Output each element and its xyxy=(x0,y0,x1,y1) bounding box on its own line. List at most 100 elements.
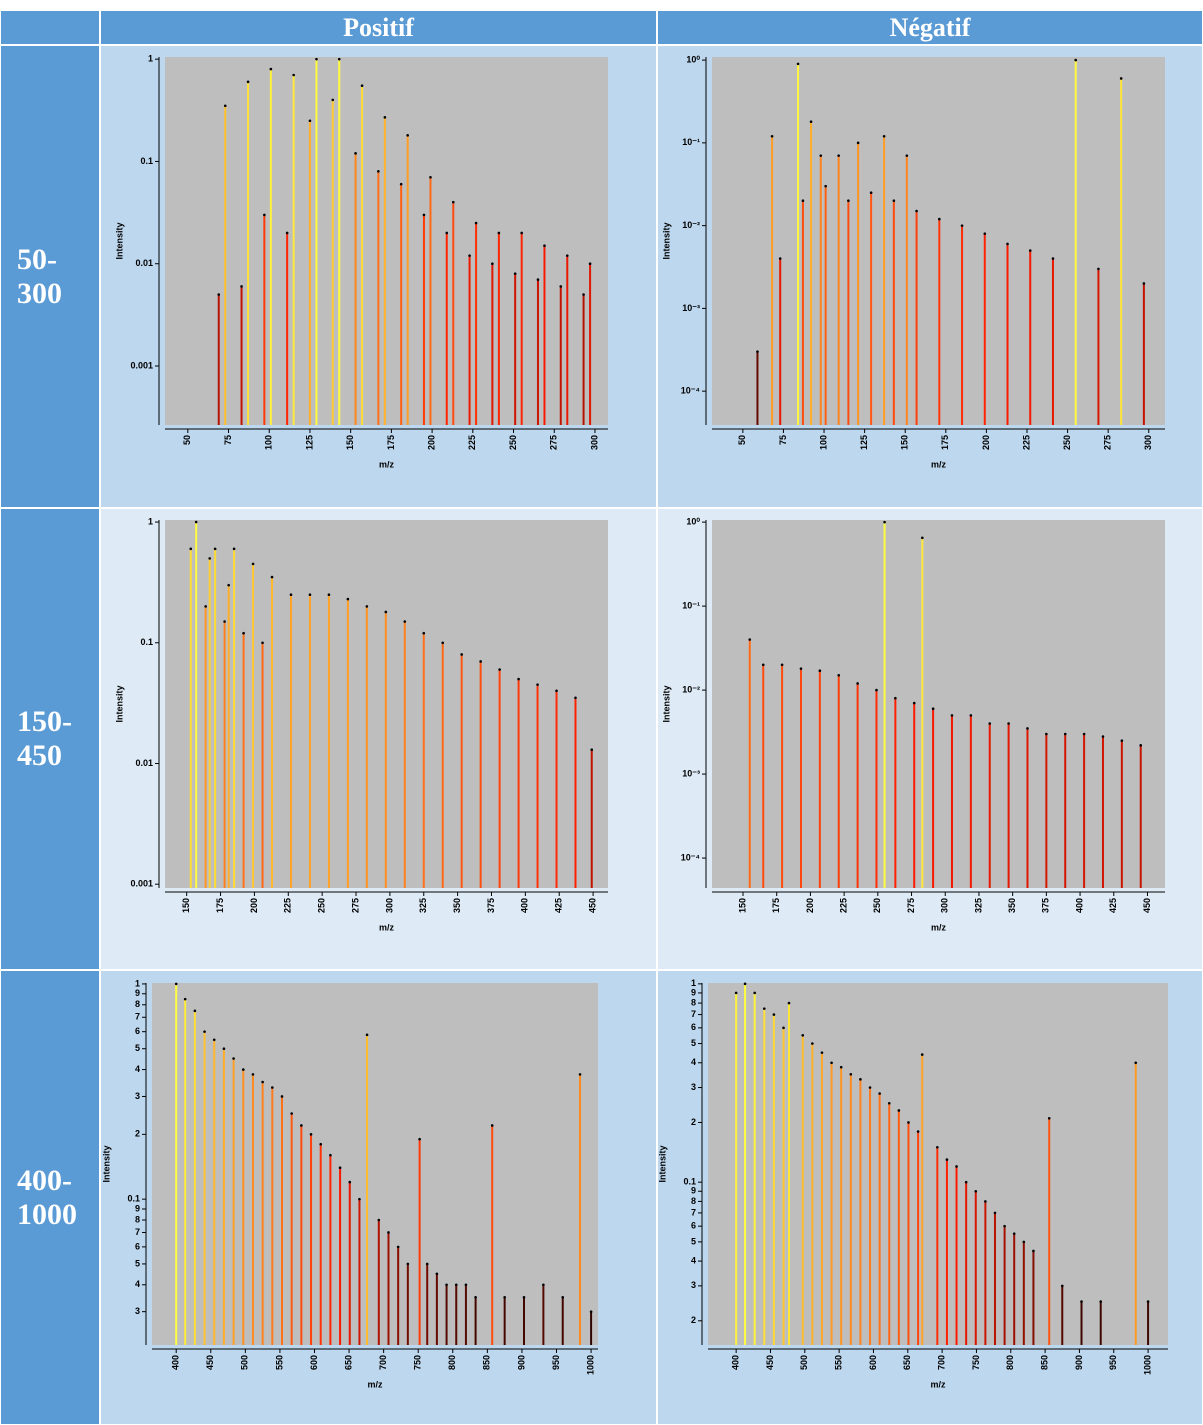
peak-marker xyxy=(240,285,243,288)
x-tick-label: 950 xyxy=(551,1355,561,1370)
peak-marker xyxy=(960,224,964,227)
x-tick-label: 450 xyxy=(587,898,597,913)
peak-marker xyxy=(270,575,274,579)
y-axis-title: Intensity xyxy=(657,1145,667,1182)
y-tick-label: 4 xyxy=(135,1279,140,1289)
peak-marker xyxy=(921,536,924,540)
peak-marker xyxy=(300,1124,303,1127)
peak-marker xyxy=(422,213,426,217)
peak-marker xyxy=(232,547,236,551)
peak-marker xyxy=(1119,77,1123,80)
y-tick-label: 10⁻¹ xyxy=(682,137,700,147)
x-tick-label: 125 xyxy=(859,435,869,450)
peak-marker xyxy=(194,520,198,524)
x-tick-label: 600 xyxy=(868,1355,878,1370)
y-tick-label: 0.1 xyxy=(140,156,153,166)
peak-marker xyxy=(445,1283,448,1287)
x-tick-label: 200 xyxy=(981,435,991,450)
peak-marker xyxy=(799,667,803,670)
x-tick-label: 425 xyxy=(554,898,564,913)
x-tick-label: 325 xyxy=(973,898,983,913)
peak-marker xyxy=(189,547,193,551)
y-tick-label: 8 xyxy=(691,997,696,1007)
peak-marker xyxy=(203,1030,206,1033)
peak-marker xyxy=(468,254,471,257)
peak-marker xyxy=(331,98,335,102)
y-tick-label: 1 xyxy=(135,978,140,988)
peak-marker xyxy=(223,104,227,108)
peak-marker xyxy=(955,1165,958,1168)
peak-marker xyxy=(403,620,407,623)
x-tick-label: 275 xyxy=(906,898,916,913)
peak-marker xyxy=(396,1245,400,1249)
peak-marker xyxy=(969,714,973,717)
y-tick-label: 4 xyxy=(135,1064,140,1074)
y-tick-label: 6 xyxy=(691,1221,696,1231)
x-tick-label: 700 xyxy=(936,1355,946,1370)
row-header-cell: 400-1000 xyxy=(0,970,100,1425)
x-tick-label: 250 xyxy=(872,898,882,913)
y-tick-label: 4 xyxy=(691,1057,696,1067)
peak-marker xyxy=(251,562,255,566)
peak-marker xyxy=(1080,1300,1083,1303)
peak-marker xyxy=(830,1061,833,1065)
y-tick-label: 8 xyxy=(135,999,140,1009)
peak-marker xyxy=(574,696,577,700)
peak-marker xyxy=(360,84,364,88)
peak-marker xyxy=(261,1080,264,1084)
peak-marker xyxy=(590,748,594,752)
x-tick-label: 250 xyxy=(508,435,518,450)
peak-marker xyxy=(1074,58,1077,62)
peak-marker xyxy=(555,689,558,693)
y-tick-label: 1 xyxy=(148,516,153,526)
peak-marker xyxy=(809,120,813,124)
peak-marker xyxy=(983,232,987,235)
y-tick-label: 2 xyxy=(691,1315,696,1325)
peak-marker xyxy=(327,593,331,597)
peak-marker xyxy=(905,154,909,157)
y-tick-label: 5 xyxy=(135,1258,140,1268)
peak-marker xyxy=(824,184,827,188)
x-tick-label: 550 xyxy=(274,1355,284,1370)
peak-marker xyxy=(589,1310,593,1313)
y-tick-label: 3 xyxy=(691,1280,696,1290)
peak-marker xyxy=(578,1073,582,1076)
x-tick-label: 200 xyxy=(249,898,259,913)
peak-marker xyxy=(912,701,916,705)
peak-marker xyxy=(429,175,432,179)
peak-marker xyxy=(778,257,782,260)
peak-marker xyxy=(1101,735,1105,738)
peak-marker xyxy=(801,1034,805,1037)
peak-marker xyxy=(451,200,455,204)
peak-marker xyxy=(819,154,823,157)
peak-marker xyxy=(227,583,230,587)
peak-marker xyxy=(964,1180,968,1184)
peak-marker xyxy=(734,991,738,995)
x-tick-label: 150 xyxy=(181,898,191,913)
y-tick-label: 3 xyxy=(135,1091,140,1101)
x-tick-label: 800 xyxy=(1005,1355,1015,1370)
peak-marker xyxy=(263,213,266,217)
x-axis-title: m/z xyxy=(931,459,947,469)
peak-marker xyxy=(772,1013,776,1016)
peak-marker xyxy=(869,191,873,194)
row-header-cell: 50-300 xyxy=(0,45,100,508)
peak-marker xyxy=(743,982,747,986)
peak-marker xyxy=(1120,739,1124,742)
peak-marker xyxy=(1003,1224,1006,1228)
peak-marker xyxy=(346,597,350,601)
x-tick-label: 175 xyxy=(386,435,396,450)
x-axis-title: m/z xyxy=(379,459,395,469)
peak-marker xyxy=(193,1009,197,1013)
peak-marker xyxy=(454,1283,458,1287)
y-tick-label: 10⁰ xyxy=(686,54,700,64)
peak-marker xyxy=(811,1042,814,1045)
spectrum-chart: 10⁻⁴ 10⁻³ 10⁻² 10⁻¹ 10⁰ 150 175 200 225 250 275 300… xyxy=(661,517,1165,932)
peak-marker xyxy=(315,57,318,61)
peak-marker xyxy=(241,1068,245,1071)
peak-marker xyxy=(212,1038,216,1042)
y-tick-label: 0.001 xyxy=(130,879,153,889)
x-tick-label: 450 xyxy=(765,1355,775,1370)
